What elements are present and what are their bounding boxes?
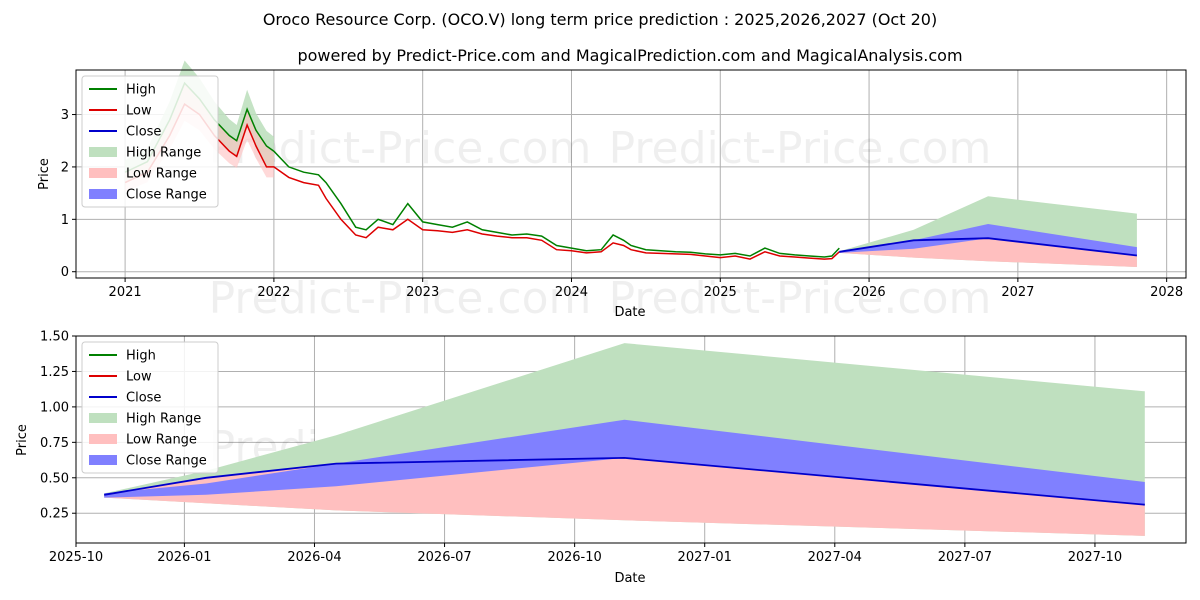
y-axis: 0 1 2 3 — [61, 108, 76, 280]
close-range-area — [104, 419, 1145, 505]
history-low-range — [125, 83, 274, 192]
y-tick-label: 0.50 — [40, 471, 69, 486]
y-axis-label: Price — [15, 424, 30, 456]
x-tick-label: 2027 — [1001, 285, 1034, 300]
forecast-close-range — [839, 224, 1137, 256]
y-axis-label: Price — [37, 158, 52, 190]
y-tick-label: 0.75 — [40, 436, 69, 451]
chart-title: Oroco Resource Corp. (OCO.V) long term p… — [263, 10, 937, 29]
legend-label: Low Range — [126, 167, 197, 182]
prediction-chart: Predict-Price.com Predict-Price.com 2025… — [15, 330, 1187, 586]
legend-label: High — [126, 349, 156, 364]
chart-subtitle: powered by Predict-Price.com and Magical… — [297, 46, 962, 65]
y-tick-label: 1.00 — [40, 400, 69, 415]
series — [104, 343, 1145, 536]
x-tick-label: 2027-07 — [938, 550, 992, 565]
x-axis-label: Date — [614, 571, 645, 586]
x-tick-label: 2024 — [555, 285, 588, 300]
x-tick-label: 2026-07 — [417, 550, 471, 565]
x-axis: 2021 2022 2023 2024 2025 2026 2027 2028 — [109, 278, 1183, 300]
legend-label: High Range — [126, 412, 201, 427]
legend-swatch-low-range — [89, 434, 117, 444]
x-tick-label: 2027-04 — [808, 550, 862, 565]
x-axis: 2025-10 2026-01 2026-04 2026-07 2026-10 2027-… — [49, 543, 1122, 565]
x-tick-label: 2025-10 — [49, 550, 103, 565]
legend: High Low Close High Range Low Range Close Ran… — [81, 341, 219, 474]
legend-swatch-close-range — [89, 189, 117, 199]
y-tick-label: 0 — [61, 265, 69, 280]
x-tick-label: 2022 — [257, 285, 290, 300]
y-tick-label: 3 — [61, 108, 69, 123]
legend-label: High — [126, 83, 156, 98]
history-chart: Predict-Price.com Predict-Price.com Pred… — [37, 60, 1187, 324]
x-tick-label: 2025 — [704, 285, 737, 300]
y-tick-label: 1.50 — [40, 330, 69, 345]
legend-swatch-close-range — [89, 455, 117, 465]
plot-frame — [75, 69, 1187, 279]
legend-label: Low — [126, 370, 152, 385]
legend-label: Close — [126, 125, 161, 140]
y-tick-label: 0.25 — [40, 507, 69, 522]
x-tick-label: 2027-10 — [1068, 550, 1122, 565]
y-axis: 0.25 0.50 0.75 1.00 1.25 1.50 — [40, 330, 76, 522]
y-tick-label: 1 — [61, 213, 69, 228]
x-tick-label: 2026 — [853, 285, 886, 300]
high-line — [124, 81, 840, 258]
legend-swatch-high-range — [89, 147, 117, 157]
y-tick-label: 1.25 — [40, 365, 69, 380]
series — [124, 60, 1138, 267]
close-forecast-line — [839, 237, 1138, 257]
watermark-group: Predict-Price.com Predict-Price.com Pred… — [209, 123, 992, 324]
legend-label: Close — [126, 391, 161, 406]
plot-frame — [75, 335, 1187, 544]
legend-label: High Range — [126, 146, 201, 161]
watermark: Predict-Price.com — [609, 273, 992, 324]
watermark: Predict-Price.com — [209, 273, 592, 324]
x-tick-label: 2028 — [1150, 285, 1183, 300]
close-line — [104, 456, 1145, 506]
legend-label: Close Range — [126, 188, 207, 203]
legend-label: Low — [126, 104, 152, 119]
x-axis-label: Date — [614, 305, 645, 320]
low-line — [124, 102, 840, 260]
legend-swatch-low-range — [89, 168, 117, 178]
x-tick-label: 2027-01 — [678, 550, 732, 565]
legend-swatch-high-range — [89, 413, 117, 423]
y-tick-label: 2 — [61, 160, 69, 175]
x-tick-label: 2026-01 — [157, 550, 211, 565]
legend-label: Close Range — [126, 454, 207, 469]
x-tick-label: 2021 — [109, 285, 142, 300]
x-tick-label: 2026-10 — [547, 550, 601, 565]
x-tick-label: 2023 — [406, 285, 439, 300]
legend: High Low Close High Range Low Range Close Ran… — [81, 75, 219, 208]
watermark: Predict-Price.com — [609, 123, 992, 174]
legend-label: Low Range — [126, 433, 197, 448]
x-tick-label: 2026-04 — [287, 550, 341, 565]
